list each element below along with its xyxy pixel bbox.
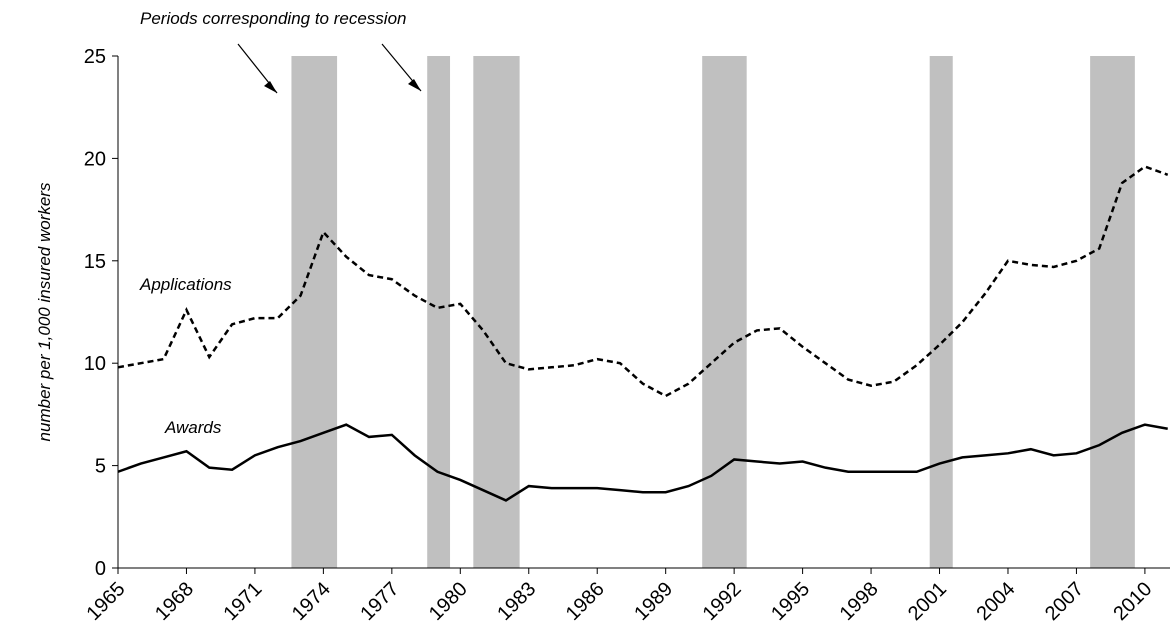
x-tick-label: 1995 — [767, 578, 814, 625]
series-label: Applications — [139, 275, 232, 294]
series-line — [117, 423, 1168, 502]
recession-band — [291, 56, 338, 568]
x-tick-label: 2007 — [1041, 578, 1088, 625]
x-tick-label: 1980 — [425, 578, 472, 625]
y-tick-label: 15 — [84, 251, 106, 273]
recession-band — [427, 56, 451, 568]
arrow-head — [408, 79, 421, 91]
arrow-head — [264, 81, 277, 93]
x-tick-label: 2001 — [904, 578, 951, 625]
y-axis-label: number per 1,000 insured workers — [35, 182, 54, 441]
recession-band — [473, 56, 520, 568]
x-tick-label: 1974 — [288, 578, 335, 625]
series-label: Awards — [164, 418, 222, 437]
x-tick-label: 1989 — [630, 578, 677, 625]
y-tick-label: 5 — [95, 456, 106, 478]
y-tick-label: 0 — [95, 558, 106, 580]
x-tick-label: 2004 — [972, 578, 1019, 625]
x-tick-label: 1992 — [699, 578, 746, 625]
x-tick-label: 1998 — [836, 578, 883, 625]
recession-band — [702, 56, 747, 568]
x-tick-label: 1977 — [356, 578, 403, 625]
y-tick-label: 10 — [84, 353, 106, 375]
annotation: Periods corresponding to recession — [140, 9, 406, 28]
x-tick-label: 1965 — [83, 578, 130, 625]
recession-band — [929, 56, 953, 568]
y-tick-label: 20 — [84, 148, 106, 170]
x-tick-label: 2010 — [1109, 578, 1156, 625]
x-tick-label: 1983 — [493, 578, 540, 625]
x-tick-label: 1986 — [562, 578, 609, 625]
y-tick-label: 25 — [84, 46, 106, 68]
x-tick-label: 1971 — [219, 578, 266, 625]
series-line — [117, 165, 1169, 398]
x-tick-label: 1968 — [151, 578, 198, 625]
recession-band — [1090, 56, 1135, 568]
